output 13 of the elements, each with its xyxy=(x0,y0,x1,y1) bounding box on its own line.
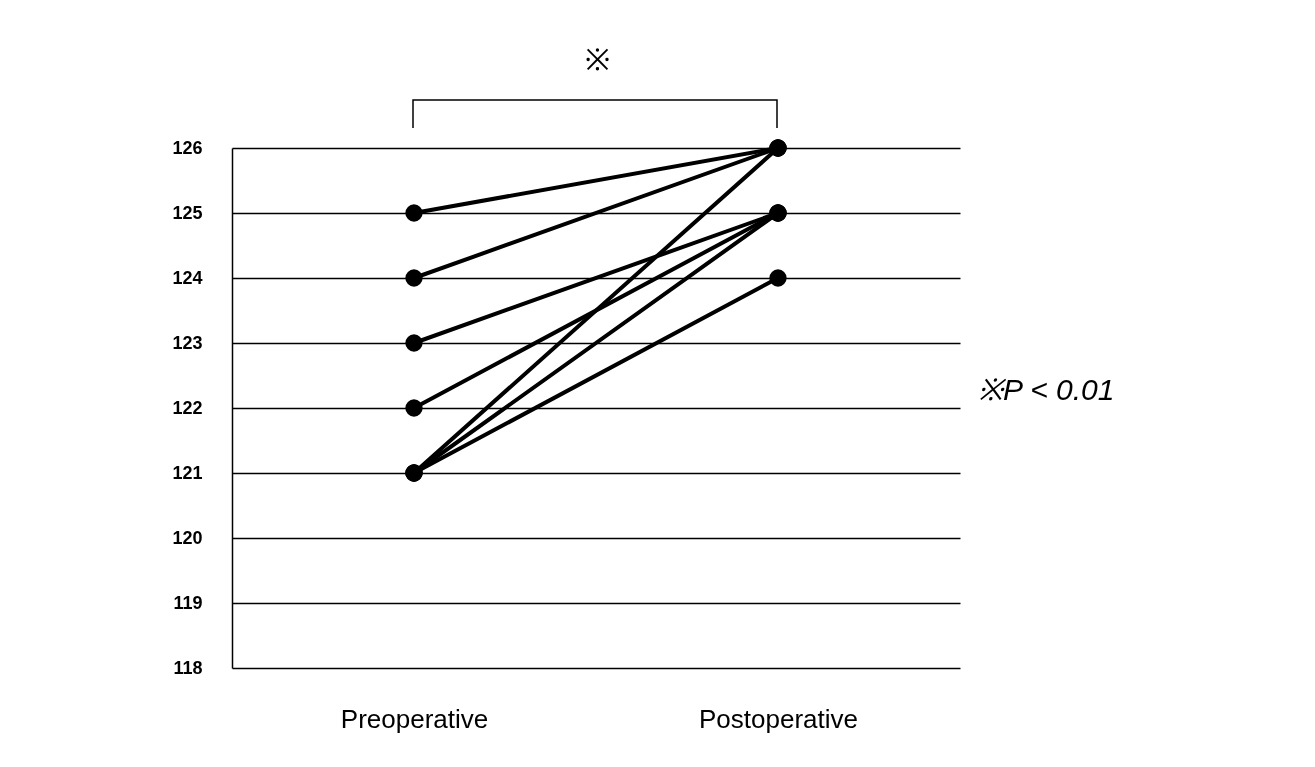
y-tick-label: 120 xyxy=(172,527,203,548)
y-tick-label: 125 xyxy=(172,202,203,223)
y-tick-label: 118 xyxy=(173,657,203,678)
y-tick-label: 122 xyxy=(172,397,203,418)
text: ※ xyxy=(584,42,610,78)
y-tick-label: 119 xyxy=(173,592,203,613)
x-tick-label: Preoperative xyxy=(340,703,489,734)
y-tick-label: 124 xyxy=(172,267,203,288)
x-tick-label: Postoperative xyxy=(699,703,858,734)
y-tick-label: 121 xyxy=(172,462,203,483)
y-tick-label: 123 xyxy=(172,332,203,353)
text: ※P < 0.01 xyxy=(978,372,1115,408)
y-tick-label: 126 xyxy=(172,137,203,158)
